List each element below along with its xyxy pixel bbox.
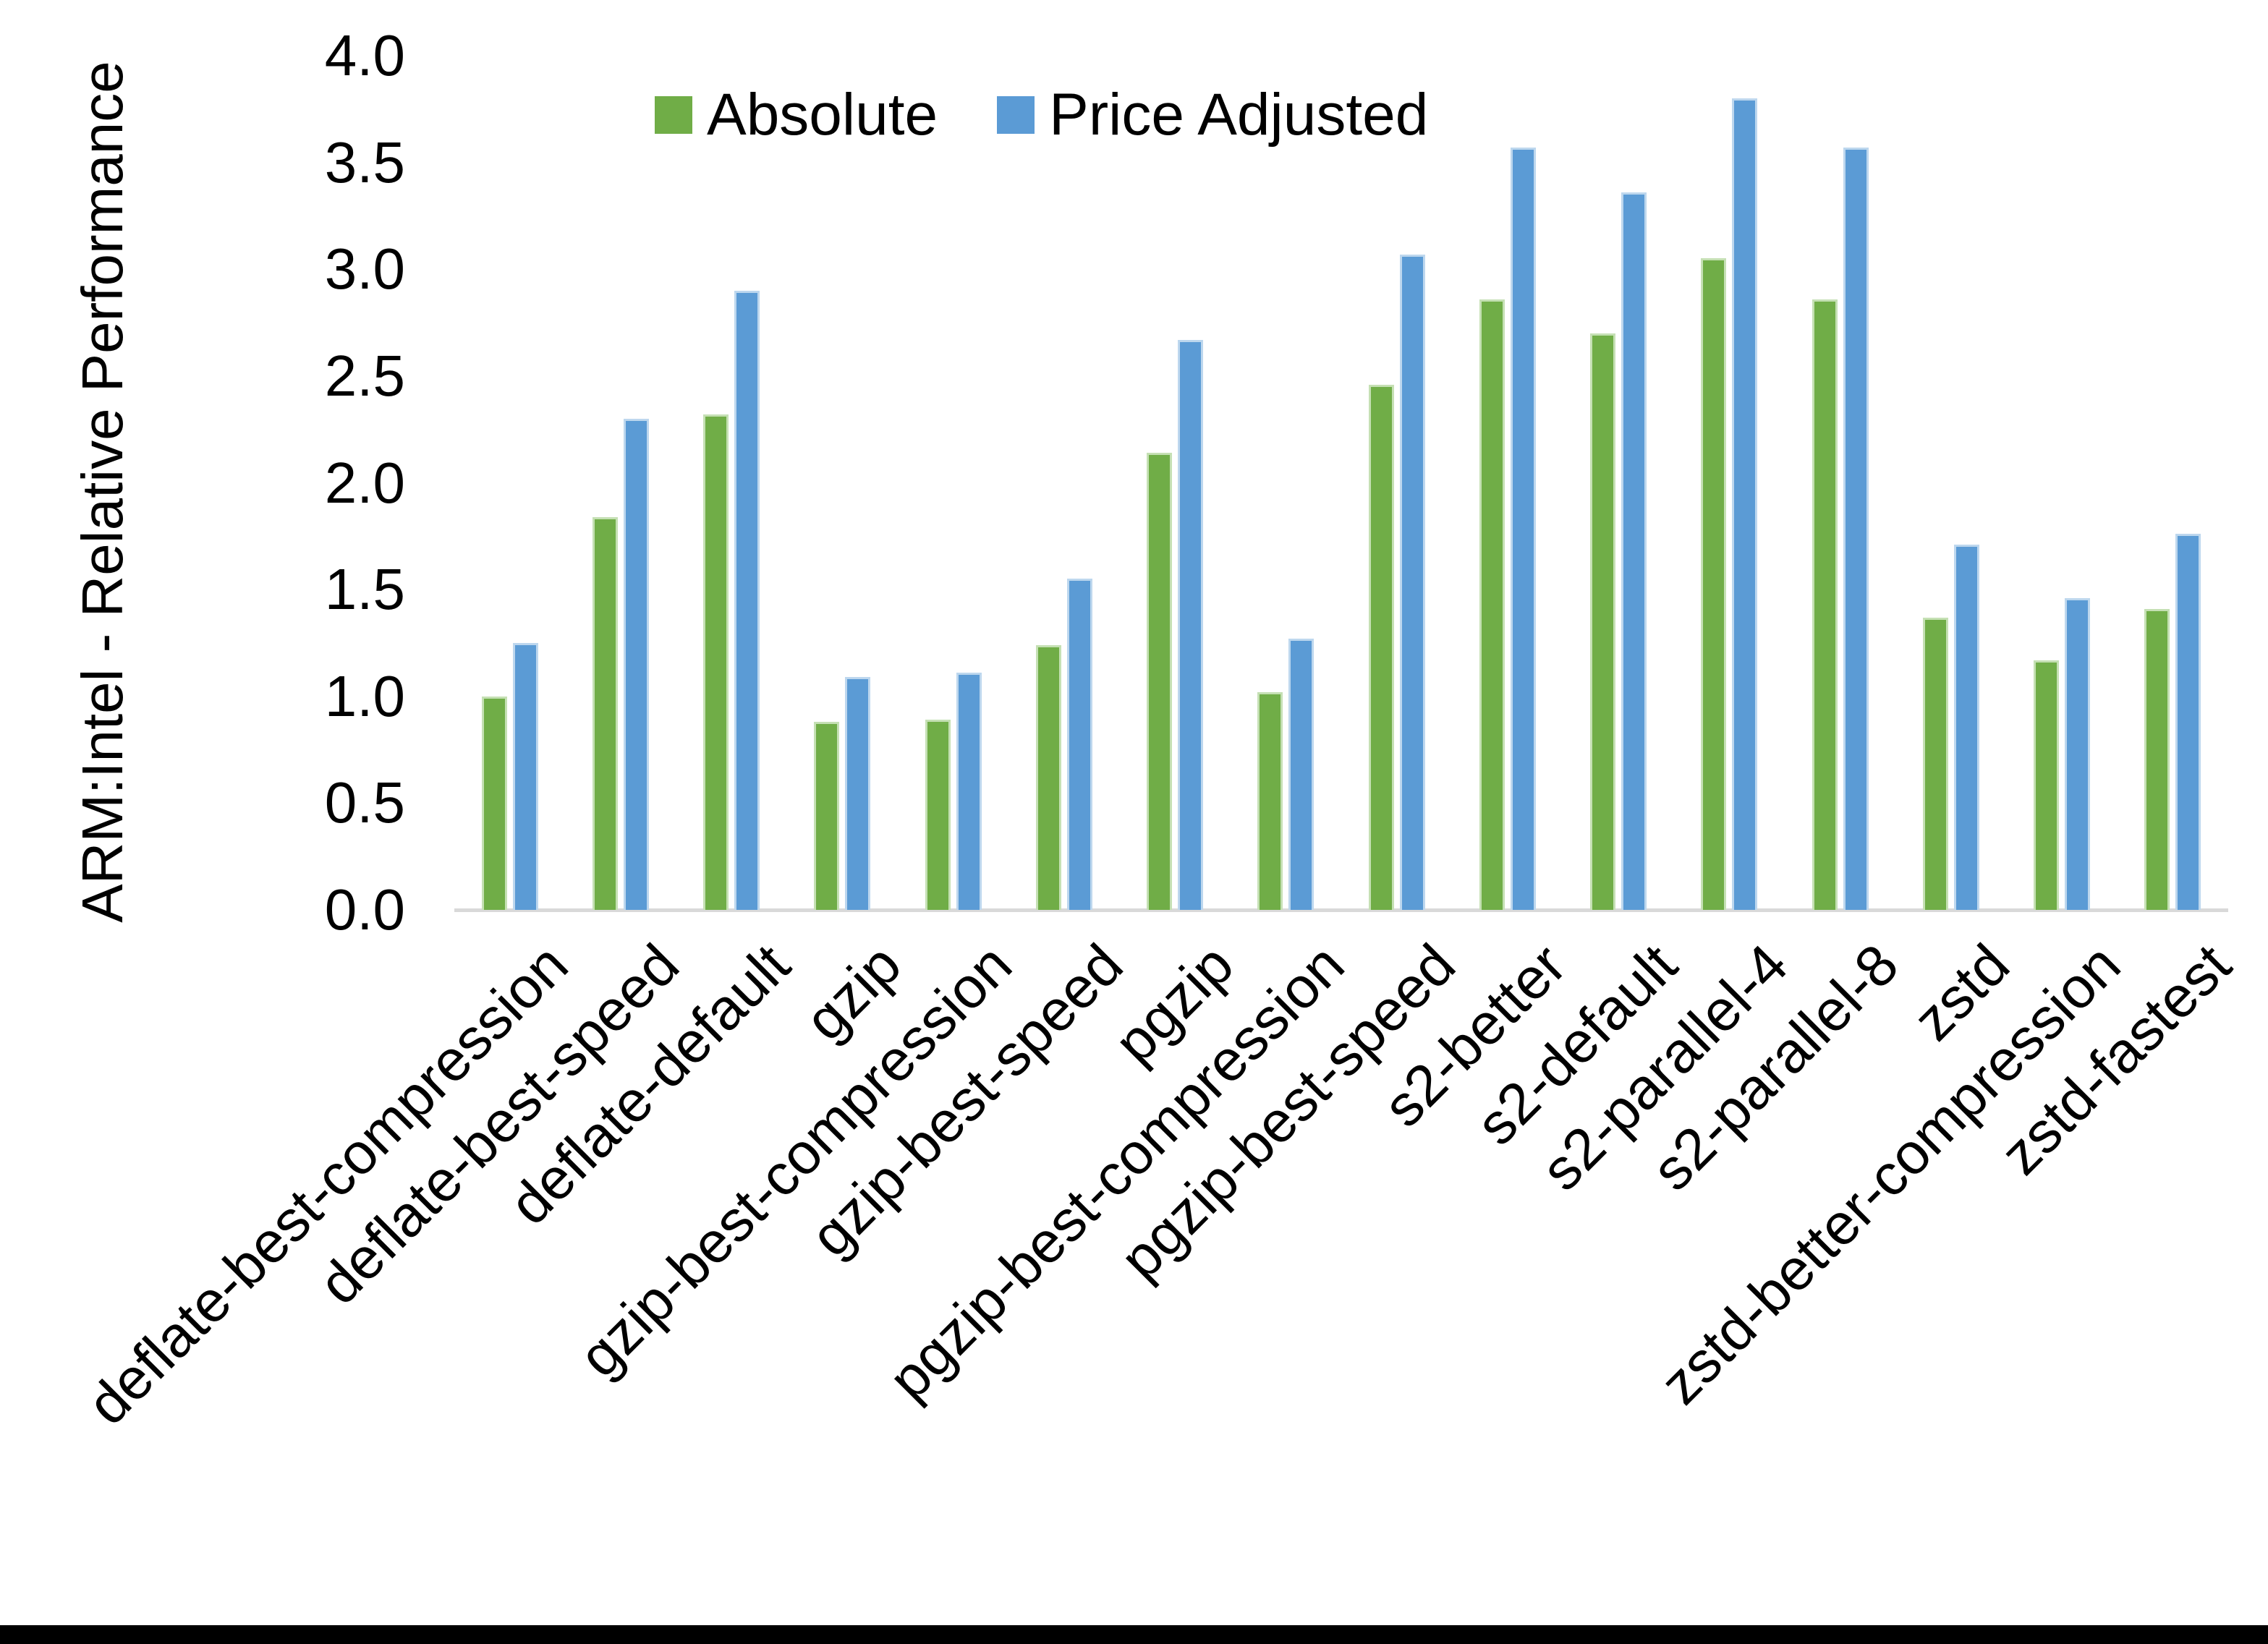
bar-price-adjusted-gzip [845,677,871,910]
bar-price-adjusted-gzip-best-speed [1066,579,1092,910]
y-tick-label-2.0: 2.0 [324,450,405,515]
bar-price-adjusted-zstd-better-compression [2065,597,2091,910]
bar-price-adjusted-pgzip-best-speed [1399,254,1425,910]
legend-item-price-adjusted: Price Adjusted [997,85,1428,145]
bar-absolute-s2-default [1590,333,1616,910]
y-tick-label-0.0: 0.0 [324,877,405,942]
bar-price-adjusted-deflate-best-compression [512,642,538,910]
y-tick-label-4.0: 4.0 [324,23,405,88]
bar-price-adjusted-pgzip-best-compression [1288,639,1314,910]
y-tick-label-3.5: 3.5 [324,129,405,195]
bar-price-adjusted-pgzip [1178,339,1204,910]
bar-absolute-pgzip-best-speed [1368,384,1394,910]
legend: Absolute Price Adjusted [655,85,1428,145]
bar-price-adjusted-s2-default [1621,192,1647,910]
bottom-border-bar [0,1625,2268,1644]
legend-label-price-adjusted: Price Adjusted [1049,82,1429,148]
y-tick-label-1.0: 1.0 [324,663,405,728]
legend-label-absolute: Absolute [707,82,938,148]
y-tick-label-3.0: 3.0 [324,237,405,302]
legend-item-absolute: Absolute [655,85,938,145]
bar-absolute-gzip-best-compression [925,720,951,910]
bar-absolute-pgzip-best-compression [1257,691,1283,910]
bar-absolute-gzip-best-speed [1035,644,1061,910]
bar-absolute-s2-better [1479,299,1505,910]
bar-price-adjusted-deflate-default [734,290,760,910]
bar-price-adjusted-s2-parallel-8 [1843,147,1869,910]
legend-swatch-price-adjusted-icon [997,96,1035,134]
bar-absolute-s2-parallel-4 [1701,258,1727,910]
y-tick-label-2.5: 2.5 [324,343,405,408]
bar-price-adjusted-deflate-best-speed [623,418,649,910]
bar-absolute-zstd [1922,617,1948,910]
y-tick-label-0.5: 0.5 [324,770,405,835]
bar-absolute-gzip [814,722,840,910]
y-tick-label-1.5: 1.5 [324,557,405,622]
bar-absolute-s2-parallel-8 [1812,299,1838,910]
bar-absolute-deflate-best-compression [481,696,507,910]
bar-price-adjusted-zstd-fastest [2175,534,2201,910]
x-axis-line [454,908,2228,912]
bar-absolute-zstd-fastest [2144,608,2170,910]
bar-price-adjusted-s2-parallel-4 [1732,98,1758,910]
bar-price-adjusted-s2-better [1510,147,1536,910]
bar-price-adjusted-zstd [1953,545,1979,910]
legend-swatch-absolute-icon [655,96,692,134]
bar-absolute-deflate-best-speed [592,516,618,910]
bar-price-adjusted-gzip-best-compression [956,673,982,910]
bar-absolute-pgzip [1147,453,1173,910]
bar-absolute-zstd-better-compression [2034,660,2060,910]
bar-absolute-deflate-default [703,414,729,910]
